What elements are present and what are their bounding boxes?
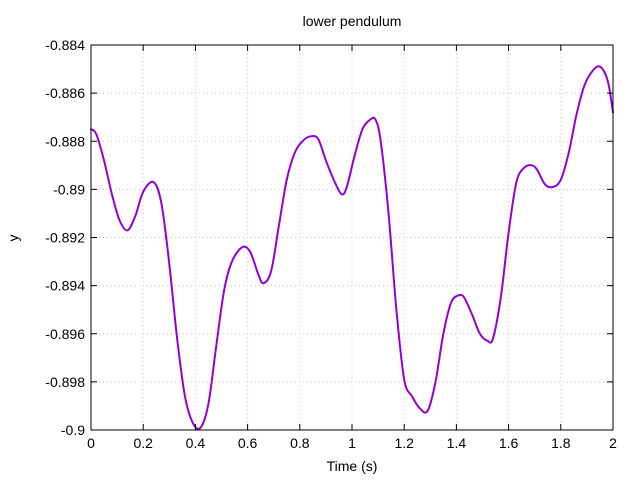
y-tick-label: -0.886 — [45, 85, 85, 101]
y-tick-label: -0.896 — [45, 326, 85, 342]
x-tick-label: 0.6 — [238, 435, 258, 451]
axis-ticks: 0 0.2 0.4 0.6 0.8 1 1.2 1.4 1.6 1.8 2 -0.9 -0.898 -0.… — [45, 37, 617, 451]
y-tick-label: -0.892 — [45, 230, 85, 246]
x-axis-title: Time (s) — [327, 458, 378, 474]
series-line — [90, 65, 614, 430]
y-tick-label: -0.898 — [45, 374, 85, 390]
x-tick-label: 0.8 — [290, 435, 310, 451]
y-tick-label: -0.888 — [45, 133, 85, 149]
x-tick-label: 1.6 — [499, 435, 519, 451]
x-tick-label: 1.8 — [551, 435, 571, 451]
y-axis-title: y — [5, 235, 21, 242]
x-tick-label: 1 — [348, 435, 356, 451]
y-tick-label: -0.884 — [45, 37, 85, 53]
chart-title: lower pendulum — [303, 13, 402, 29]
x-tick-label: 1.2 — [394, 435, 414, 451]
y-tick-label: -0.89 — [53, 181, 85, 197]
x-tick-label: 0.2 — [133, 435, 153, 451]
x-tick-label: 0 — [87, 435, 95, 451]
grid — [91, 45, 613, 430]
x-tick-label: 0.4 — [186, 435, 206, 451]
y-tick-label: -0.894 — [45, 278, 85, 294]
x-tick-label: 1.4 — [447, 435, 467, 451]
y-tick-label: -0.9 — [61, 422, 85, 438]
series-layer — [90, 65, 614, 430]
x-tick-label: 2 — [609, 435, 617, 451]
